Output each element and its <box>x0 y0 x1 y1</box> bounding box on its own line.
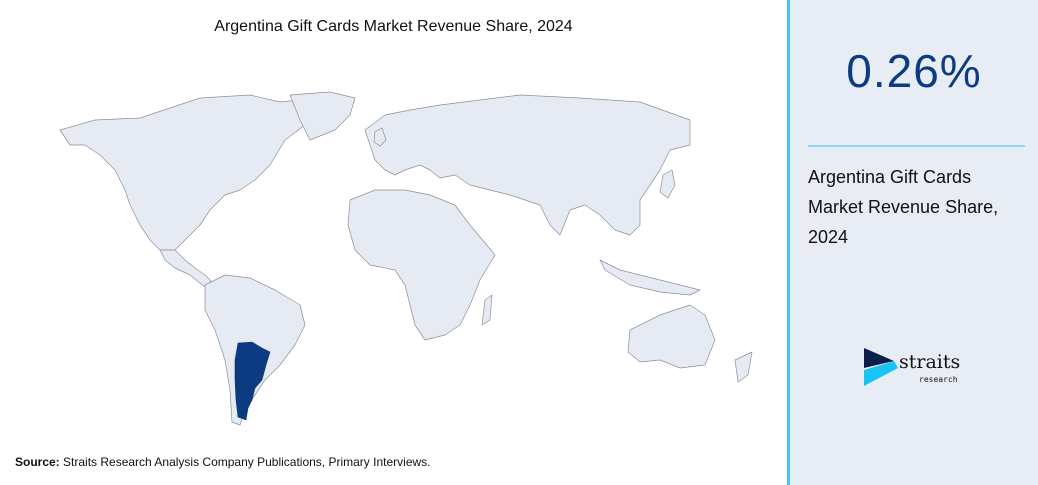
africa <box>347 189 496 341</box>
australia <box>627 304 716 369</box>
source-text: Straits Research Analysis Company Public… <box>59 455 431 469</box>
source-note: Source: Straits Research Analysis Compan… <box>15 455 431 469</box>
new-zealand <box>734 351 753 383</box>
logo-chevron-icon <box>864 348 898 386</box>
map-section: Argentina Gift Cards Market Revenue Shar… <box>15 18 753 469</box>
greenland <box>289 91 356 141</box>
share-description: Argentina Gift Cards Market Revenue Shar… <box>808 167 999 247</box>
share-value: 0.26% <box>846 45 982 97</box>
uk <box>373 127 387 147</box>
japan <box>659 169 676 199</box>
panel-divider <box>808 145 1025 147</box>
source-label: Source: <box>15 455 60 469</box>
north-america <box>59 94 306 251</box>
logo-name: straits <box>899 351 961 373</box>
logo-sub: research <box>919 375 958 384</box>
chart-title: Argentina Gift Cards Market Revenue Shar… <box>214 18 573 35</box>
world-map <box>59 91 753 426</box>
argentina-highlight <box>234 341 271 421</box>
indonesia <box>599 259 701 296</box>
eurasia <box>364 94 691 236</box>
central-america <box>159 249 216 288</box>
stat-panel: 0.26% Argentina Gift Cards Market Revenu… <box>787 0 1038 485</box>
madagascar <box>481 294 493 326</box>
straits-logo: straits research <box>864 348 964 388</box>
